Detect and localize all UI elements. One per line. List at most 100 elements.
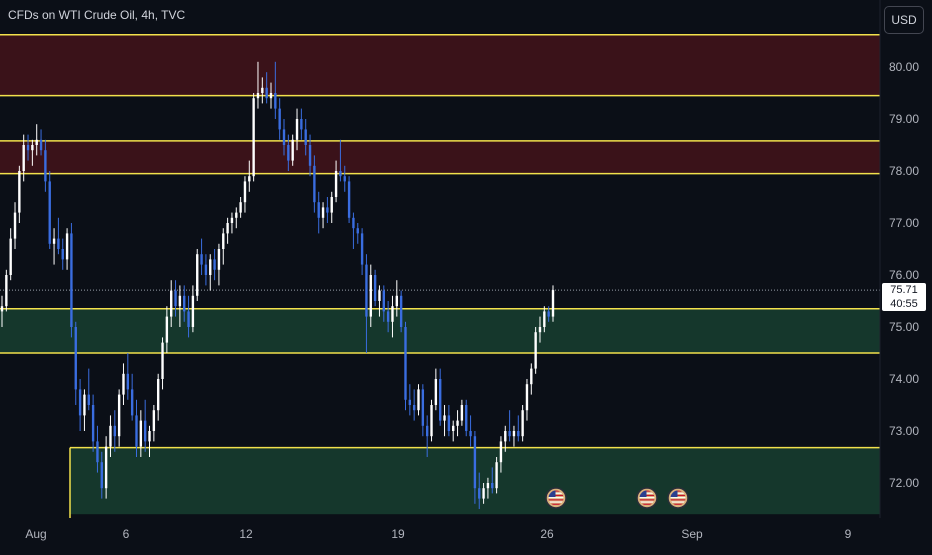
candle [482,483,485,504]
candle [313,155,316,213]
currency-button[interactable]: USD [884,6,924,34]
candle [334,160,338,203]
candle [174,280,177,317]
candle-body [534,332,537,369]
time-axis[interactable]: Aug 6 12 19 26 Sep 9 [25,527,851,541]
candle [61,238,64,270]
candle [22,134,25,182]
candle-body [269,93,273,99]
candle [295,108,299,151]
candle-body [517,431,520,437]
candle [161,337,164,390]
candle-body [469,431,472,437]
price-axis[interactable]: 72.00 73.00 74.00 75.00 76.00 77.00 78.00 79.00… [889,60,919,490]
candle-body [326,207,329,213]
candle [551,285,555,322]
candle [191,285,195,333]
candle-body [395,295,399,307]
price-tick-label: 79.00 [889,112,919,126]
candle [274,61,277,119]
candle-body [109,425,112,447]
candle-body [91,405,95,442]
candle-body [504,431,507,442]
candle [18,165,21,223]
candle-body [78,389,82,416]
candle-body [178,295,182,307]
price-tick-label: 75.00 [889,320,919,334]
candle-body [330,197,333,213]
price-tick-label: 74.00 [889,372,919,386]
candle-body [356,228,359,234]
candle-body [243,181,247,203]
candle [243,176,247,213]
candle [373,269,377,307]
candle [321,202,325,229]
us-flag-event-icon[interactable] [667,487,689,509]
candle-body [196,254,199,296]
us-flag-event-icon[interactable] [545,487,567,509]
candle-body [174,290,177,307]
candle-body [65,233,69,260]
candle [9,228,12,281]
candle [91,394,95,452]
candle-body [239,202,242,213]
candle-body [417,389,420,411]
candle [278,98,281,140]
candle-body [551,290,555,317]
candle-body [222,233,225,249]
candle [230,212,234,234]
candle-body [143,420,147,442]
candle [330,191,333,223]
candle-body [443,415,446,421]
candle-body [104,446,108,489]
candle-body [508,431,511,437]
candle [369,264,372,327]
candle [547,306,550,322]
candle [100,451,103,499]
candle [512,425,516,447]
candle-body [360,233,364,265]
candle-body [74,327,77,390]
candle [204,254,208,286]
candle [347,176,351,223]
candle [404,321,407,411]
candle [473,431,477,504]
candle [486,477,490,499]
candle-body [39,139,43,151]
candle [52,228,56,265]
candle [460,399,464,426]
candle-body [204,264,208,275]
candle [417,384,420,416]
candle-body [256,93,260,99]
candle-body [152,410,156,431]
candle [26,134,30,161]
candle [39,129,43,156]
last-price-value: 75.71 [890,284,918,296]
candle-body [478,488,481,499]
candle-body [57,238,60,249]
candle-body [486,483,490,489]
candle-body [439,379,442,421]
candle [378,285,381,317]
candle-body [430,405,433,437]
candle-body [456,420,459,426]
candle-body [235,212,238,218]
candle [499,436,503,473]
candle [308,134,312,177]
candle-body [139,420,143,447]
candle [209,254,212,291]
candle [87,368,90,411]
candle [391,295,394,338]
candle [343,165,346,192]
time-tick-label: 12 [239,527,253,541]
candle [152,405,156,442]
candle-body [499,441,503,463]
candle-body [5,275,8,307]
candle-body [287,145,290,161]
candle [352,212,355,249]
us-flag-event-icon[interactable] [636,487,658,509]
candle-body [187,311,190,327]
candle-body [282,129,286,145]
